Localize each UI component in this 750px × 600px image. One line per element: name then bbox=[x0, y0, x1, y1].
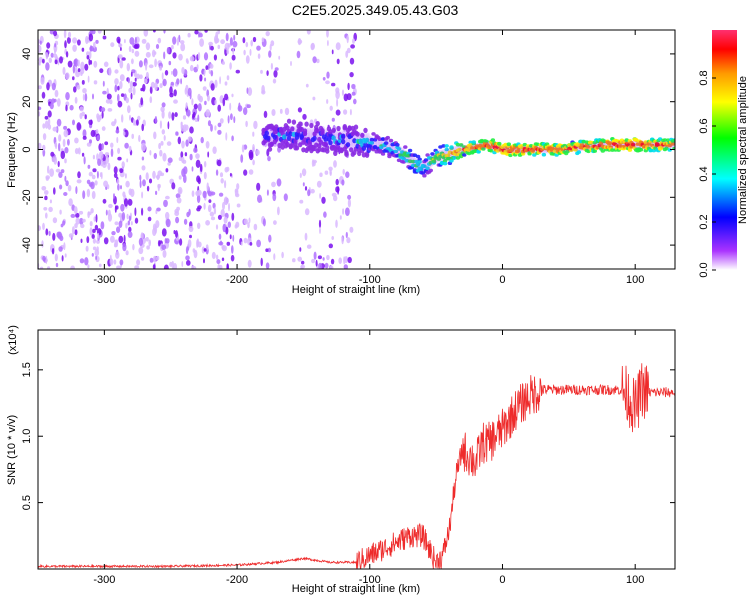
x-tick-label: 100 bbox=[626, 274, 644, 286]
x-tick-label: -300 bbox=[93, 574, 115, 586]
colorbar-tick-label: 0.6 bbox=[698, 118, 710, 133]
y-tick-label: 40 bbox=[21, 48, 33, 60]
colorbar-ticks: 0.0 0.2 0.4 0.6 0.8 bbox=[698, 70, 716, 278]
spectrogram-signal-track bbox=[261, 118, 675, 178]
snr-ylabel: SNR (10 * v/v) bbox=[6, 415, 18, 485]
y-tick-label: -20 bbox=[21, 189, 33, 205]
y-tick-label: 20 bbox=[21, 96, 33, 108]
spectrogram-noise bbox=[38, 30, 358, 269]
spectrogram-ylabel: Frequency (Hz) bbox=[6, 112, 18, 188]
x-tick-label: -100 bbox=[359, 274, 381, 286]
y-tick-label: 1.0 bbox=[21, 429, 33, 444]
snr-panel: -300 -200 -100 0 100 0.5 1.0 1.5 Height of stra… bbox=[6, 325, 676, 595]
colorbar: 0.0 0.2 0.4 0.6 0.8 Normalized spectral ampl… bbox=[698, 30, 749, 278]
x-tick-label: 100 bbox=[626, 574, 644, 586]
colorbar-gradient bbox=[712, 30, 737, 270]
colorbar-tick-label: 0.0 bbox=[698, 262, 710, 277]
y-tick-label: 0.5 bbox=[21, 495, 33, 510]
snr-plot-area bbox=[38, 363, 675, 569]
spectrogram-plot-area bbox=[38, 30, 675, 269]
snr-xlabel: Height of straight line (km) bbox=[292, 583, 420, 595]
colorbar-label: Normalized spectral amplitude bbox=[737, 76, 749, 224]
x-tick-label: -100 bbox=[359, 574, 381, 586]
y-tick-label: 0 bbox=[21, 146, 33, 152]
snr-ticks: -300 -200 -100 0 100 0.5 1.0 1.5 bbox=[21, 330, 675, 586]
y-tick-label: -40 bbox=[21, 237, 33, 253]
x-tick-label: -200 bbox=[226, 574, 248, 586]
x-tick-label: 0 bbox=[499, 274, 505, 286]
figure-title: C2E5.2025.349.05.43.G03 bbox=[292, 2, 459, 18]
x-tick-label: -200 bbox=[226, 274, 248, 286]
colorbar-tick-label: 0.2 bbox=[698, 214, 710, 229]
colorbar-tick-label: 0.4 bbox=[698, 166, 710, 181]
colorbar-tick-label: 0.8 bbox=[698, 70, 710, 85]
spectrogram-xlabel: Height of straight line (km) bbox=[292, 284, 420, 296]
x-tick-label: 0 bbox=[499, 574, 505, 586]
y-tick-label: 1.5 bbox=[21, 362, 33, 377]
snr-axes-frame bbox=[37, 329, 676, 570]
snr-series-line bbox=[38, 363, 675, 569]
x-tick-label: -300 bbox=[93, 274, 115, 286]
snr-y-multiplier: (x10⁴) bbox=[7, 325, 19, 355]
